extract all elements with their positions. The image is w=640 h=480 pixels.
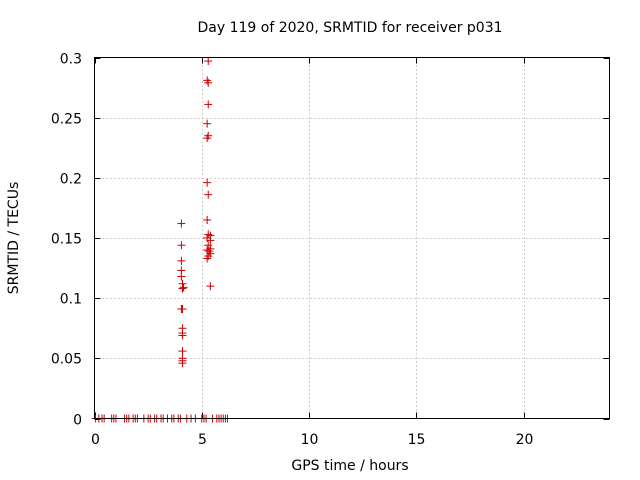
data-point [178, 331, 187, 340]
data-point [203, 134, 212, 143]
data-point [178, 304, 187, 313]
y-tick-label: 0.2 [60, 172, 82, 188]
data-point [177, 219, 186, 228]
data-point [179, 283, 188, 292]
data-point [204, 241, 213, 250]
data-point [203, 178, 212, 187]
y-axis-label: SRMTID / TECUs [6, 182, 22, 295]
data-point [203, 246, 212, 255]
data-point [177, 256, 186, 265]
plot-frame [94, 57, 610, 419]
x-tick-label: 0 [91, 432, 100, 448]
x-tick-label: 15 [408, 432, 426, 448]
data-point [204, 57, 213, 66]
data-point [206, 236, 215, 245]
y-tick-labels: 0 0.05 0.1 0.15 0.2 0.25 0.3 [51, 52, 82, 429]
y-tick-label: 0 [73, 413, 82, 429]
y-tick-label: 0.3 [60, 52, 82, 68]
data-point [204, 100, 213, 109]
x-axis-label: GPS time / hours [291, 458, 408, 474]
data-point [178, 284, 187, 293]
x-tick-label: 20 [516, 432, 534, 448]
chart-title: Day 119 of 2020, SRMTID for receiver p03… [197, 20, 502, 36]
data-point [204, 190, 213, 199]
grid-lines [94, 57, 610, 419]
data-point [203, 215, 212, 224]
x-tick-label: 10 [301, 432, 319, 448]
data-point [177, 241, 186, 250]
axis-ticks [94, 57, 610, 420]
y-tick-label: 0.1 [60, 292, 82, 308]
x-tick-label: 5 [198, 432, 207, 448]
data-point [204, 78, 213, 87]
data-points [91, 57, 232, 423]
data-point [178, 359, 187, 368]
data-point [177, 272, 186, 281]
data-point [203, 254, 212, 263]
y-tick-label: 0.05 [51, 352, 82, 368]
y-tick-label: 0.15 [51, 232, 82, 248]
x-tick-labels: 0 5 10 15 20 [91, 432, 533, 448]
data-point [178, 347, 187, 356]
data-point [203, 119, 212, 128]
data-point [206, 282, 215, 291]
y-tick-label: 0.25 [51, 112, 82, 128]
data-point [204, 230, 213, 239]
